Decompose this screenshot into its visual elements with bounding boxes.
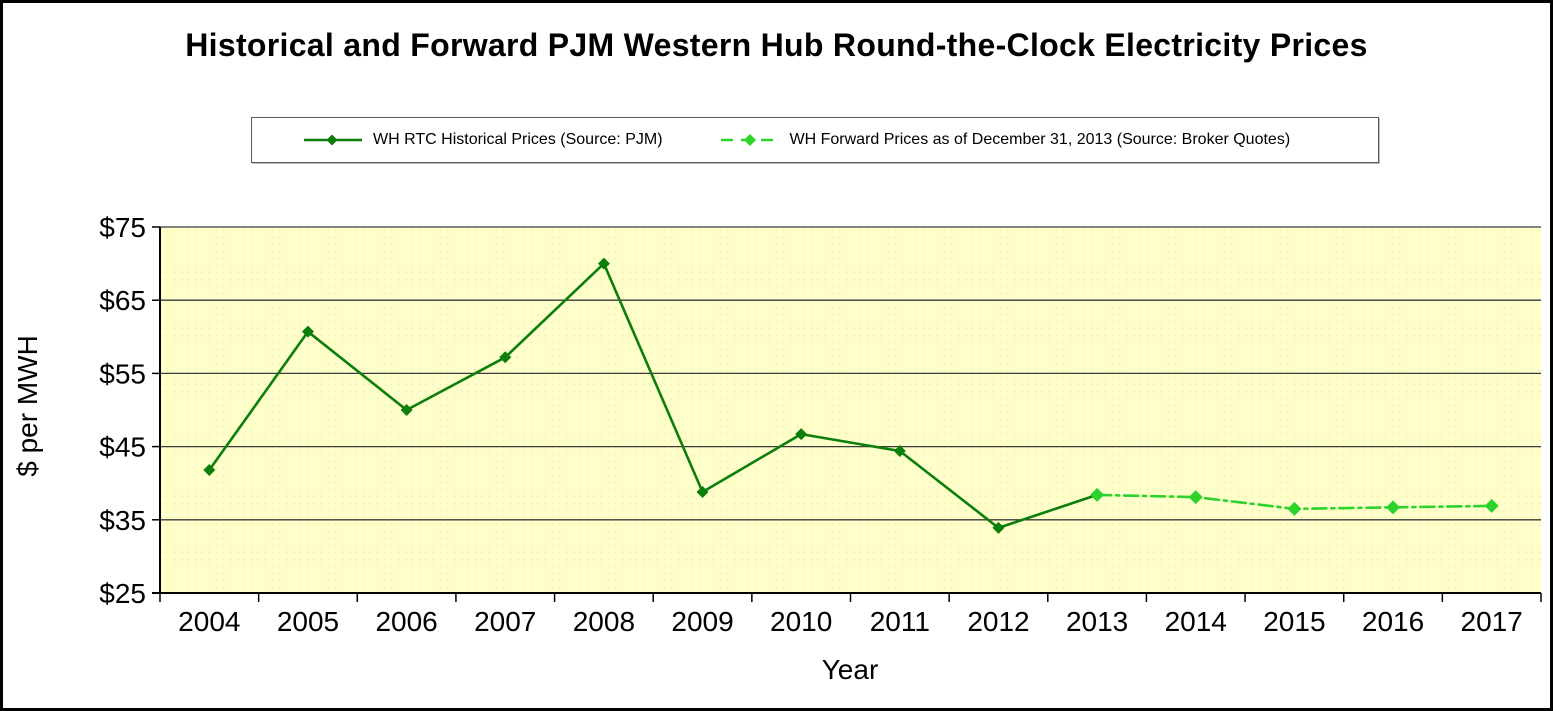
- x-tick-label: 2004: [178, 606, 240, 637]
- historical-data-point-marker: [795, 428, 808, 441]
- chart-title: Historical and Forward PJM Western Hub R…: [185, 27, 1368, 63]
- historical-data-point-marker: [499, 351, 512, 364]
- x-tick-label: 2007: [474, 606, 536, 637]
- historical-data-point-marker: [400, 404, 413, 416]
- forward-data-point-marker: [1287, 501, 1302, 516]
- x-tick-label: 2011: [870, 606, 930, 637]
- x-tick-label: 2014: [1165, 606, 1227, 637]
- forward-data-point-marker: [1386, 500, 1401, 515]
- y-tick-label: $75: [99, 212, 146, 243]
- chart-legend: WH RTC Historical Prices (Source: PJM) W…: [251, 117, 1379, 163]
- historical-data-point-marker: [893, 444, 906, 457]
- historical-data-point-marker: [597, 257, 610, 270]
- x-tick-label: 2006: [375, 606, 437, 637]
- x-tick-label: 2017: [1461, 606, 1523, 637]
- x-tick-label: 2013: [1066, 606, 1128, 637]
- legend-label-historical: WH RTC Historical Prices (Source: PJM): [373, 131, 663, 148]
- historical-data-point-marker: [301, 325, 314, 338]
- forward-data-point-marker: [1484, 498, 1499, 513]
- forward-series-marker-icon: [720, 134, 779, 146]
- x-tick-label: 2016: [1362, 606, 1424, 637]
- historical-data-point-marker: [696, 485, 709, 498]
- x-tick-label: 2009: [671, 606, 733, 637]
- x-axis-title: Year: [822, 654, 879, 685]
- historical-series-line: [208, 262, 1099, 530]
- forward-data-point-marker: [1090, 487, 1105, 502]
- historical-data-point-marker: [203, 464, 216, 477]
- y-axis-title: $ per MWH: [12, 335, 43, 477]
- x-tick-label: 2015: [1263, 606, 1325, 637]
- x-tick-label: 2012: [967, 606, 1029, 637]
- plot-background-texture: [160, 227, 1541, 593]
- x-tick-label: 2010: [770, 606, 832, 637]
- historical-series-marker-icon: [304, 134, 362, 146]
- legend-entry-forward: WH Forward Prices as of December 31, 201…: [719, 131, 1291, 149]
- forward-data-point-marker: [1188, 490, 1203, 505]
- y-tick-label: $65: [99, 285, 146, 316]
- legend-entry-historical: WH RTC Historical Prices (Source: PJM): [302, 131, 663, 149]
- x-tick-label: 2005: [277, 606, 339, 637]
- y-tick-label: $35: [99, 505, 146, 536]
- x-tick-label: 2008: [573, 606, 635, 637]
- price-chart-svg: $25 $35 $45 $55 $65 $75 2004 2005 2006 2007 2008 20…: [12, 212, 1542, 685]
- y-tick-label: $25: [99, 578, 146, 609]
- historical-data-point-marker: [992, 521, 1005, 534]
- y-tick-label: $55: [99, 358, 146, 389]
- legend-label-forward: WH Forward Prices as of December 31, 201…: [789, 131, 1291, 148]
- y-tick-label: $45: [99, 432, 146, 463]
